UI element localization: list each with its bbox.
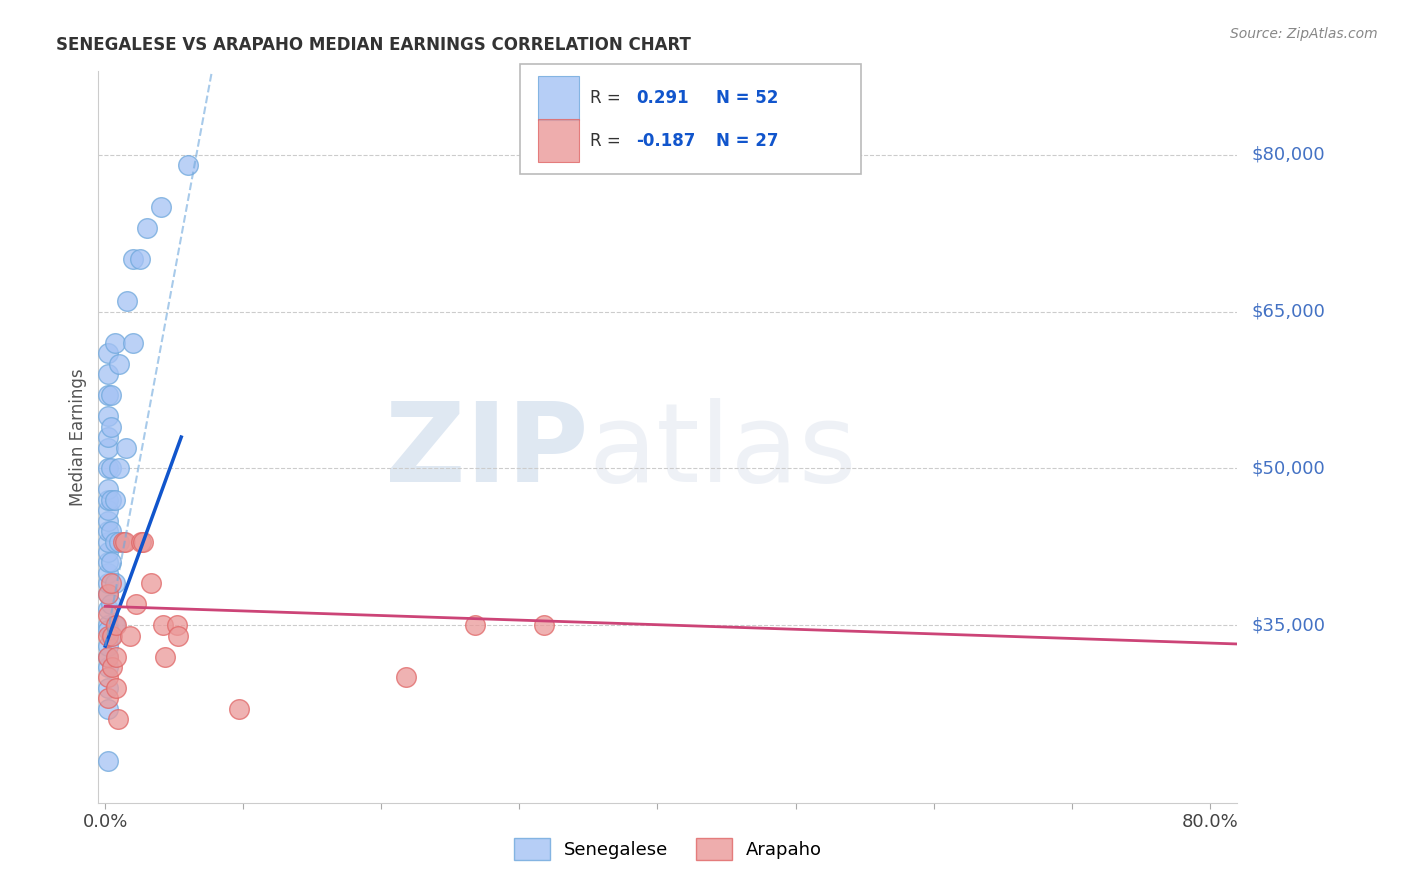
Point (177, 158, 200, 172)
Point (135, 221, 157, 235)
Point (97, 524, 120, 538)
Point (97, 492, 120, 507)
Point (97, 587, 120, 601)
Text: R =: R = (591, 89, 621, 107)
Text: atlas: atlas (588, 398, 856, 505)
Point (97, 681, 120, 695)
Text: N = 52: N = 52 (716, 89, 778, 107)
Point (97, 691, 120, 706)
Point (97, 624, 120, 638)
Point (97, 368, 120, 382)
Point (97, 576, 120, 591)
Point (100, 524, 122, 538)
Point (97, 618, 120, 632)
Point (152, 618, 174, 632)
Point (464, 618, 486, 632)
Point (120, 629, 142, 643)
Point (108, 461, 131, 475)
Point (107, 712, 129, 726)
Point (122, 336, 145, 351)
Text: -0.187: -0.187 (636, 132, 696, 150)
Point (97, 670, 120, 684)
Point (108, 357, 131, 371)
Text: Source: ZipAtlas.com: Source: ZipAtlas.com (1230, 27, 1378, 41)
Point (115, 441, 138, 455)
FancyBboxPatch shape (538, 120, 579, 162)
Point (97, 607, 120, 622)
Point (100, 461, 122, 475)
Point (97, 545, 120, 559)
Point (97, 702, 120, 716)
Text: $35,000: $35,000 (1251, 616, 1326, 634)
Text: 0.291: 0.291 (636, 89, 689, 107)
Point (100, 419, 122, 434)
Point (139, 576, 162, 591)
Point (97, 649, 120, 664)
Point (104, 618, 127, 632)
Point (105, 618, 128, 632)
Text: SENEGALESE VS ARAPAHO MEDIAN EARNINGS CORRELATION CHART: SENEGALESE VS ARAPAHO MEDIAN EARNINGS CO… (56, 36, 692, 54)
Point (100, 629, 122, 643)
Legend: Senegalese, Arapaho: Senegalese, Arapaho (506, 830, 830, 867)
Point (100, 597, 122, 611)
Y-axis label: Median Earnings: Median Earnings (69, 368, 87, 506)
Point (100, 576, 122, 591)
Point (122, 252, 145, 267)
Point (97, 430, 120, 444)
Point (105, 681, 128, 695)
Text: $65,000: $65,000 (1251, 302, 1324, 321)
Point (97, 639, 120, 653)
FancyBboxPatch shape (538, 77, 579, 120)
Point (166, 618, 188, 632)
Point (125, 597, 148, 611)
Point (100, 388, 122, 402)
Point (97, 461, 120, 475)
Point (128, 252, 150, 267)
Point (97, 534, 120, 549)
Point (104, 336, 127, 351)
Point (108, 534, 131, 549)
Point (104, 576, 127, 591)
Point (97, 346, 120, 360)
Point (97, 754, 120, 768)
Text: N = 27: N = 27 (716, 132, 778, 150)
Point (112, 534, 135, 549)
Point (97, 629, 120, 643)
FancyBboxPatch shape (520, 64, 862, 174)
Point (129, 534, 152, 549)
Point (228, 702, 250, 716)
Text: ZIP: ZIP (385, 398, 588, 505)
Point (97, 503, 120, 517)
Point (97, 441, 120, 455)
Point (100, 556, 122, 570)
Point (97, 602, 120, 616)
Point (114, 534, 136, 549)
Point (97, 514, 120, 528)
Point (97, 660, 120, 674)
Text: R =: R = (591, 132, 621, 150)
Point (395, 670, 418, 684)
Point (97, 587, 120, 601)
Point (104, 492, 127, 507)
Point (101, 629, 124, 643)
Point (131, 534, 153, 549)
Point (167, 629, 190, 643)
Text: $80,000: $80,000 (1251, 146, 1324, 164)
Text: $50,000: $50,000 (1251, 459, 1324, 477)
Point (104, 534, 127, 549)
Point (153, 649, 176, 664)
Point (97, 649, 120, 664)
Point (97, 388, 120, 402)
Point (97, 483, 120, 497)
Point (97, 556, 120, 570)
Point (105, 649, 128, 664)
Point (97, 409, 120, 424)
Point (533, 618, 555, 632)
Point (97, 566, 120, 580)
Point (101, 660, 124, 674)
Point (117, 294, 139, 309)
Point (149, 200, 172, 214)
Point (100, 492, 122, 507)
